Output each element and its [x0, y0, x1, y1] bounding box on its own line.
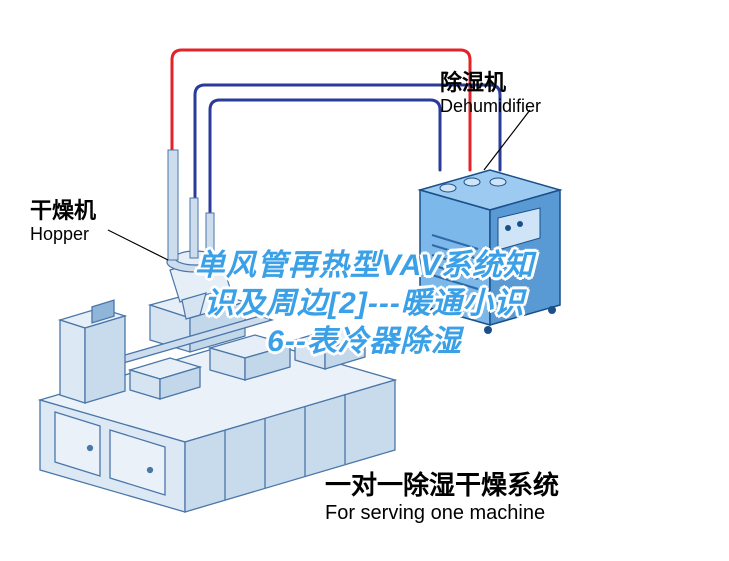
headline-line-2: 识及周边[2]---暖通小识 — [0, 285, 729, 323]
label-hopper: 干燥机 Hopper — [30, 198, 96, 246]
label-dehumidifier-en: Dehumidifier — [440, 96, 541, 118]
pipe-red — [172, 50, 470, 170]
headline-line-1: 单风管再热型VAV系统知 — [0, 247, 729, 285]
leader-dehumidifier — [484, 110, 530, 170]
headline-line-3: 6--表冷器除湿 — [0, 323, 729, 361]
label-system-en: For serving one machine — [325, 501, 559, 525]
label-system-cn: 一对一除湿干燥系统 — [325, 470, 559, 501]
label-hopper-cn: 干燥机 — [30, 198, 96, 224]
label-system: 一对一除湿干燥系统 For serving one machine — [325, 470, 559, 525]
headline: 单风管再热型VAV系统知 识及周边[2]---暖通小识 6--表冷器除湿 — [0, 247, 729, 361]
label-hopper-en: Hopper — [30, 224, 96, 246]
label-dehumidifier-cn: 除湿机 — [440, 70, 541, 96]
pipe-blue-inner — [210, 100, 440, 215]
label-dehumidifier: 除湿机 Dehumidifier — [440, 70, 541, 118]
canvas: 除湿机 Dehumidifier 干燥机 Hopper 一对一除湿干燥系统 Fo… — [0, 0, 729, 561]
